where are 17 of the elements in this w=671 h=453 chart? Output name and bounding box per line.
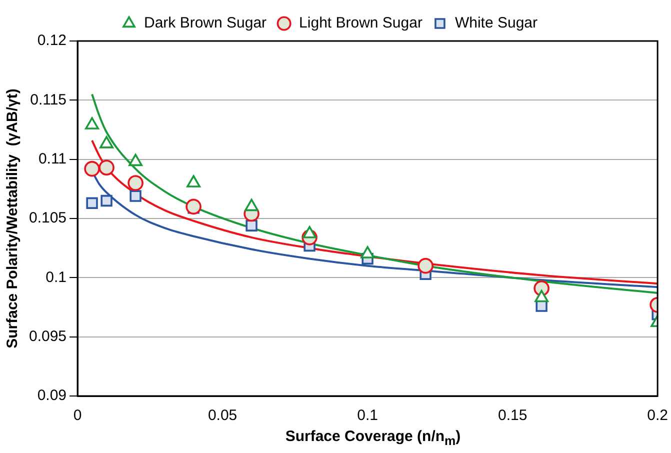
y-tick-label: 0.095 <box>28 328 67 345</box>
x-tick-label: 0.15 <box>498 407 528 424</box>
x-tick-label: 0.2 <box>647 407 668 424</box>
legend-label: Dark Brown Sugar <box>144 14 267 32</box>
x-tick-label: 0.05 <box>208 407 238 424</box>
y-axis-title: Surface Polarity/Wettability (γAB/γt) <box>4 88 22 348</box>
x-axis-title: Surface Coverage (n/n$_{m}$) <box>284 428 462 448</box>
legend-label: Light Brown Sugar <box>299 14 422 32</box>
y-tick-label: 0.115 <box>30 91 67 108</box>
y-tick-label: 0.09 <box>37 387 67 404</box>
y-tick-label: 0.1 <box>46 268 67 286</box>
x-tick-label: 0.1 <box>357 407 378 424</box>
y-tick-label: 0.12 <box>37 32 67 50</box>
legend-label: White Sugar <box>454 14 538 32</box>
x-tick-label: 0 <box>73 407 82 424</box>
y-tick-label: 0.105 <box>28 210 67 227</box>
y-tick-label: 0.11 <box>38 150 67 168</box>
